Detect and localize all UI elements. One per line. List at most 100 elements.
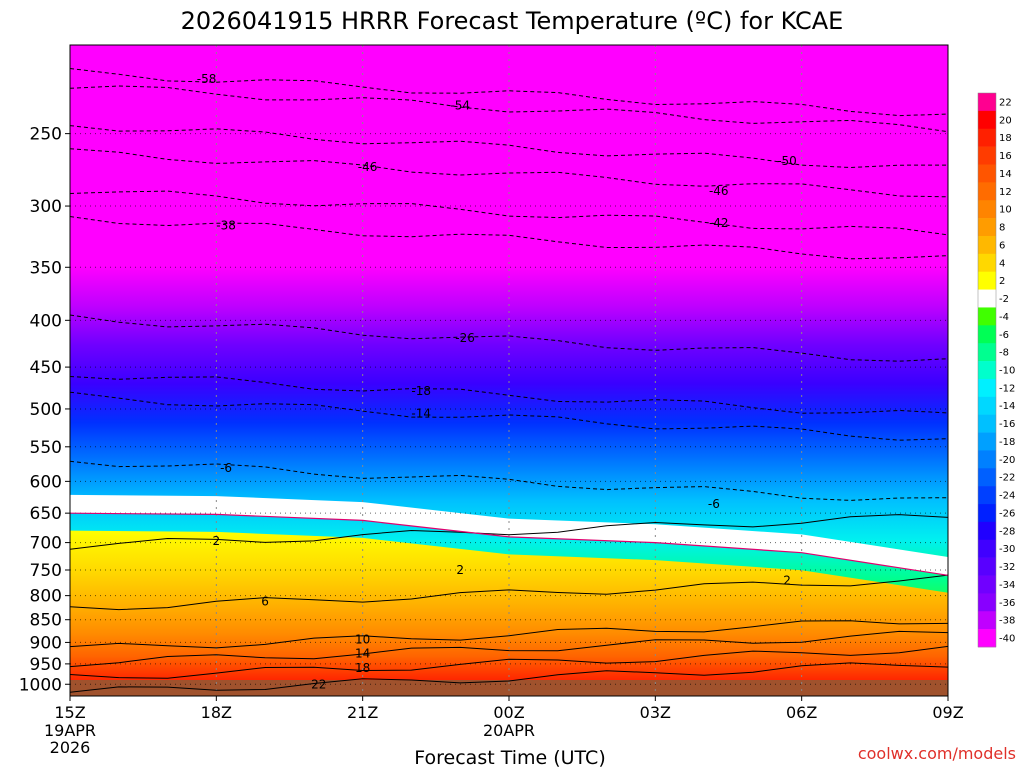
colorbar-label: 10 [999,205,1012,216]
isotherm-label: -54 [450,99,470,113]
colorbar-label: -14 [999,401,1015,412]
colorbar-swatch [978,378,996,398]
colorbar-label: 8 [999,223,1005,234]
isotherm-label: 2 [213,534,221,548]
y-tick-label: 350 [30,258,62,278]
isotherm-label: -14 [411,407,431,421]
colorbar-label: -8 [999,348,1009,359]
x-tick-label: 15Z [54,703,85,722]
colorbar-swatch [978,396,996,415]
colorbar-label: 14 [999,169,1012,180]
colorbar-label: -36 [999,598,1015,609]
isotherm-label: -50 [777,154,797,168]
chart-title: 2026041915 HRRR Forecast Temperature (ºC… [181,7,844,35]
colorbar-swatch [978,110,996,130]
y-tick-label: 450 [30,358,62,378]
isotherm-label: -46 [709,184,729,198]
colorbar-swatch [978,504,996,523]
colorbar-label: -12 [999,383,1015,394]
isotherm-line [70,620,948,649]
colorbar-swatch [978,218,996,237]
colorbar-swatch [978,468,996,487]
colorbar-swatch [978,128,996,147]
colorbar-swatch [978,182,996,201]
colorbar-label: -38 [999,616,1015,627]
y-tick-label: 1000 [19,675,62,695]
colorbar-swatch [978,343,996,362]
isotherm-line [70,574,948,611]
pressure-axis: 2503003504004505005506006507007508008509… [19,125,70,695]
colorbar-swatch [978,325,996,344]
isotherm-label: 2 [456,563,464,577]
colorbar-swatch [978,289,996,308]
colorbar-swatch [978,557,996,576]
isotherm-line [70,662,948,693]
x-tick-date: 19APR [44,721,96,740]
colorbar-label: -34 [999,580,1015,591]
isotherm-line [70,68,948,117]
y-tick-label: 700 [30,534,62,554]
credit-link[interactable]: coolwx.com/models [858,744,1016,763]
isotherm-line [70,514,948,550]
colorbar-label: -22 [999,473,1015,484]
colorbar-swatch [978,486,996,505]
isotherm-line [70,148,948,198]
isotherm-line [70,630,948,668]
isotherm-label: -6 [708,497,720,511]
colorbar-label: 4 [999,258,1005,269]
colorbar-label: -16 [999,419,1015,430]
colorbar-label: -2 [999,294,1009,305]
isotherm-line [70,645,948,679]
colorbar-label: 12 [999,187,1012,198]
y-tick-label: 500 [30,400,62,420]
y-tick-label: 950 [30,655,62,675]
isotherm-line [70,314,948,362]
colorbar-swatch [978,593,996,612]
colorbar-label: -40 [999,634,1015,645]
colorbar-label: -28 [999,526,1015,537]
colorbar-swatch [978,235,996,255]
isotherm-label: 6 [261,595,269,609]
x-tick-label: 00Z [493,703,524,722]
isotherm-label: 10 [355,632,370,646]
colorbar-label: -6 [999,330,1009,341]
colorbar-swatch [978,271,996,290]
colorbar-label: -26 [999,509,1015,520]
colorbar-swatch [978,146,996,165]
colorbar-swatch [978,521,996,541]
y-tick-label: 250 [30,125,62,145]
colorbar-swatch [978,164,996,183]
isotherm-label: -6 [220,461,232,475]
colorbar-label: -4 [999,312,1009,323]
x-axis-label: Forecast Time (UTC) [414,747,605,768]
colorbar-swatch [978,93,996,112]
x-tick-label: 09Z [932,703,963,722]
x-tick-label: 03Z [640,703,671,722]
ground-strip [70,680,948,696]
x-tick-label: 21Z [347,703,378,722]
colorbar-label: 20 [999,115,1012,126]
x-tick-date: 20APR [483,721,535,740]
colorbar-swatch [978,629,996,648]
y-tick-label: 900 [30,633,62,653]
isotherm-label: -26 [455,331,475,345]
colorbar-label: -20 [999,455,1015,466]
isotherm-contours [70,68,948,693]
plot-area [70,45,948,696]
colorbar-label: -30 [999,544,1015,555]
isotherm-label: -58 [197,72,217,86]
isotherm-label: 14 [355,646,370,660]
isotherm-label: 18 [355,661,370,675]
colorbar-swatch [978,361,996,380]
colorbar: 22 20 18 16 14 12 10 8 6 4 2 -2 -4 -6 -8 -10 -12 -14 -16 -1… [977,92,1015,648]
isotherm-label: -46 [358,160,378,174]
x-tick-year: 2026 [50,738,91,757]
isotherm-label: -18 [411,384,431,398]
colorbar-label: 2 [999,276,1005,287]
isotherm-label: -38 [216,218,236,232]
y-tick-label: 550 [30,438,62,458]
isotherm-line [70,391,948,441]
isotherm-labels: -58-54-50-46-46-42-38-26-18-14-6-6222610… [197,72,797,691]
y-tick-label: 300 [30,197,62,217]
